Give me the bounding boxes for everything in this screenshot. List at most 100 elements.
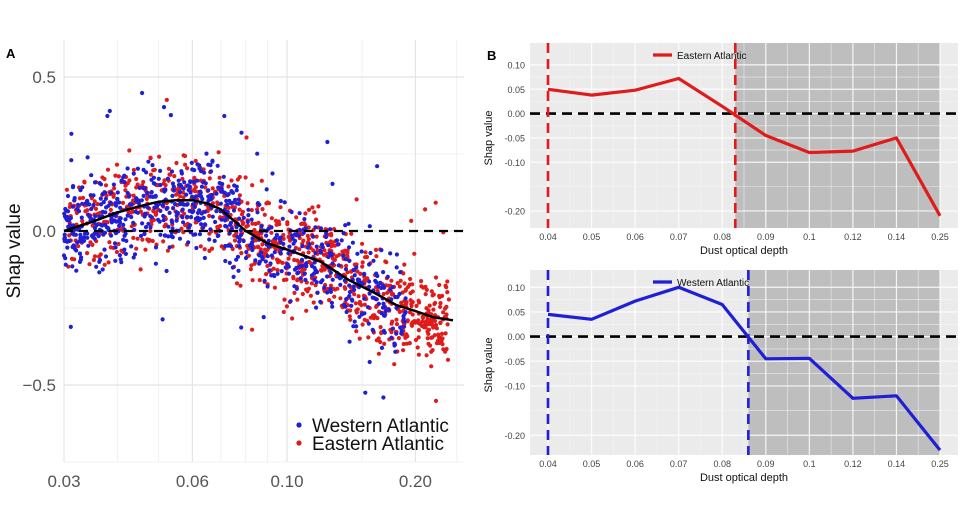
scatter-point (366, 321, 371, 326)
scatter-point (153, 245, 159, 250)
scatter-point (164, 97, 169, 102)
scatter-point (239, 130, 244, 135)
scatter-point (424, 321, 429, 326)
scatter-point (68, 215, 73, 221)
scatter-point (112, 241, 118, 246)
scatter-point (89, 173, 94, 178)
scatter-point (341, 302, 346, 307)
scatter-point (160, 203, 165, 208)
scatter-point (362, 271, 367, 276)
scatter-point (330, 277, 335, 282)
scatter-point (292, 290, 297, 295)
scatter-point (178, 194, 183, 199)
scatter-point (269, 230, 274, 235)
scatter-point (292, 257, 297, 263)
scatter-point (359, 249, 364, 254)
scatter-point (148, 172, 153, 177)
scatter-point (265, 254, 270, 259)
scatter-point (216, 150, 221, 155)
scatter-point (98, 222, 103, 227)
scatter-point (262, 212, 267, 217)
scatter-point (397, 309, 402, 315)
scatter-point (297, 211, 302, 216)
scatter-point (88, 193, 93, 198)
x-tick-label: 0.05 (583, 232, 601, 242)
scatter-point (115, 196, 120, 201)
scatter-point (185, 166, 190, 171)
scatter-point (428, 322, 433, 327)
scatter-point (78, 257, 83, 262)
scatter-point (201, 180, 206, 185)
scatter-point (346, 221, 351, 226)
scatter-point (257, 278, 262, 283)
scatter-point (107, 240, 112, 245)
scatter-point (187, 208, 192, 213)
scatter-point (171, 188, 176, 193)
scatter-point (145, 191, 150, 196)
scatter-point (162, 178, 167, 183)
scatter-point (399, 300, 404, 305)
scatter-point (124, 238, 129, 243)
scatter-point (441, 310, 446, 315)
scatter-point (353, 301, 358, 306)
y-tick-label: -0.05 (504, 357, 525, 367)
scatter-point (313, 225, 318, 230)
scatter-point (226, 205, 231, 210)
scatter-point (347, 339, 352, 344)
y-tick-label: -0.20 (504, 206, 525, 216)
scatter-point (85, 251, 90, 256)
scatter-point (131, 235, 136, 240)
scatter-point (434, 326, 439, 331)
scatter-point (93, 206, 99, 211)
scatter-point (431, 307, 436, 312)
scatter-point (373, 247, 379, 252)
scatter-point (363, 255, 368, 260)
scatter-point (169, 218, 174, 223)
scatter-point (210, 214, 215, 219)
scatter-point (86, 243, 91, 248)
scatter-point (110, 219, 116, 224)
scatter-point (250, 183, 255, 188)
scatter-point (302, 271, 307, 276)
scatter-point (268, 261, 273, 266)
scatter-point (105, 113, 110, 119)
panel-b-bottom-x-axis-title: Dust optical depth (700, 472, 788, 484)
scatter-point (419, 279, 424, 284)
scatter-point (113, 258, 118, 263)
scatter-point (161, 213, 166, 219)
scatter-point (109, 233, 114, 238)
scatter-point (250, 278, 255, 283)
scatter-point (349, 303, 354, 308)
scatter-point (366, 335, 371, 340)
scatter-point (443, 331, 448, 336)
scatter-point (299, 221, 304, 227)
scatter-point (201, 215, 206, 220)
scatter-point (283, 265, 288, 270)
scatter-point (223, 218, 228, 223)
scatter-point (344, 263, 349, 268)
scatter-point (153, 212, 158, 217)
scatter-point (196, 218, 201, 223)
scatter-point (374, 271, 379, 276)
scatter-point (235, 254, 241, 259)
scatter-point (263, 247, 268, 252)
scatter-point (343, 257, 348, 262)
scatter-point (92, 199, 97, 204)
scatter-point (158, 168, 163, 173)
scatter-point (446, 297, 451, 302)
scatter-point (297, 247, 302, 252)
scatter-point (79, 215, 84, 220)
scatter-point (304, 287, 309, 292)
scatter-point (260, 257, 265, 262)
scatter-point (362, 296, 367, 301)
scatter-point (248, 243, 253, 248)
scatter-point (183, 153, 188, 159)
scatter-point (221, 174, 226, 179)
scatter-point (334, 238, 339, 243)
x-tick-label: 0.06 (626, 232, 644, 242)
scatter-point (227, 260, 232, 265)
scatter-point (318, 248, 323, 253)
scatter-point (229, 178, 234, 183)
scatter-point (64, 187, 69, 192)
scatter-point (314, 305, 319, 310)
